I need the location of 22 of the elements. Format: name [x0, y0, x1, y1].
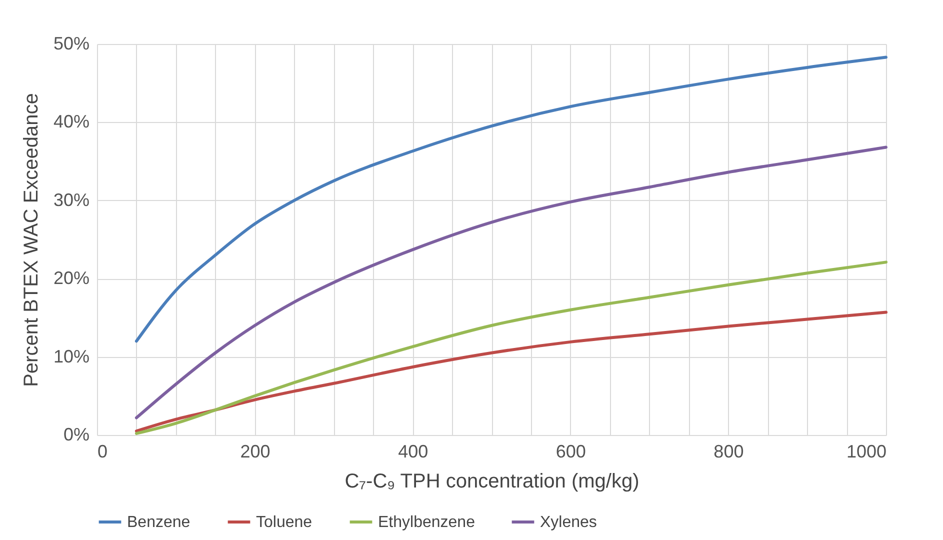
y-tick-label: 20%: [53, 268, 90, 288]
y-axis-title: Percent BTEX WAC Exceedance: [20, 93, 42, 387]
legend-label: Ethylbenzene: [378, 514, 476, 531]
legend-label: Xylenes: [540, 514, 597, 531]
line-series: [134, 146, 888, 420]
x-tick-label: 800: [714, 442, 744, 462]
y-tick-label: 50%: [53, 34, 90, 54]
line-series: [134, 56, 888, 343]
line-series: [134, 260, 888, 435]
x-tick-label: 400: [398, 442, 428, 462]
x-tick-label: 200: [240, 442, 270, 462]
y-tick-label: 0%: [63, 424, 90, 444]
x-tick-label: 600: [556, 442, 586, 462]
y-tick-label: 10%: [53, 346, 90, 366]
y-tick-label: 30%: [53, 190, 90, 210]
x-tick-label: 1000: [846, 442, 886, 462]
line-series: [134, 310, 888, 433]
x-axis-title: C₇-C₉ TPH concentration (mg/kg): [344, 470, 640, 492]
x-tick-label: 0: [98, 442, 108, 462]
legend-label: Toluene: [256, 514, 312, 531]
legend-label: Benzene: [127, 514, 190, 531]
y-tick-label: 40%: [53, 112, 90, 132]
